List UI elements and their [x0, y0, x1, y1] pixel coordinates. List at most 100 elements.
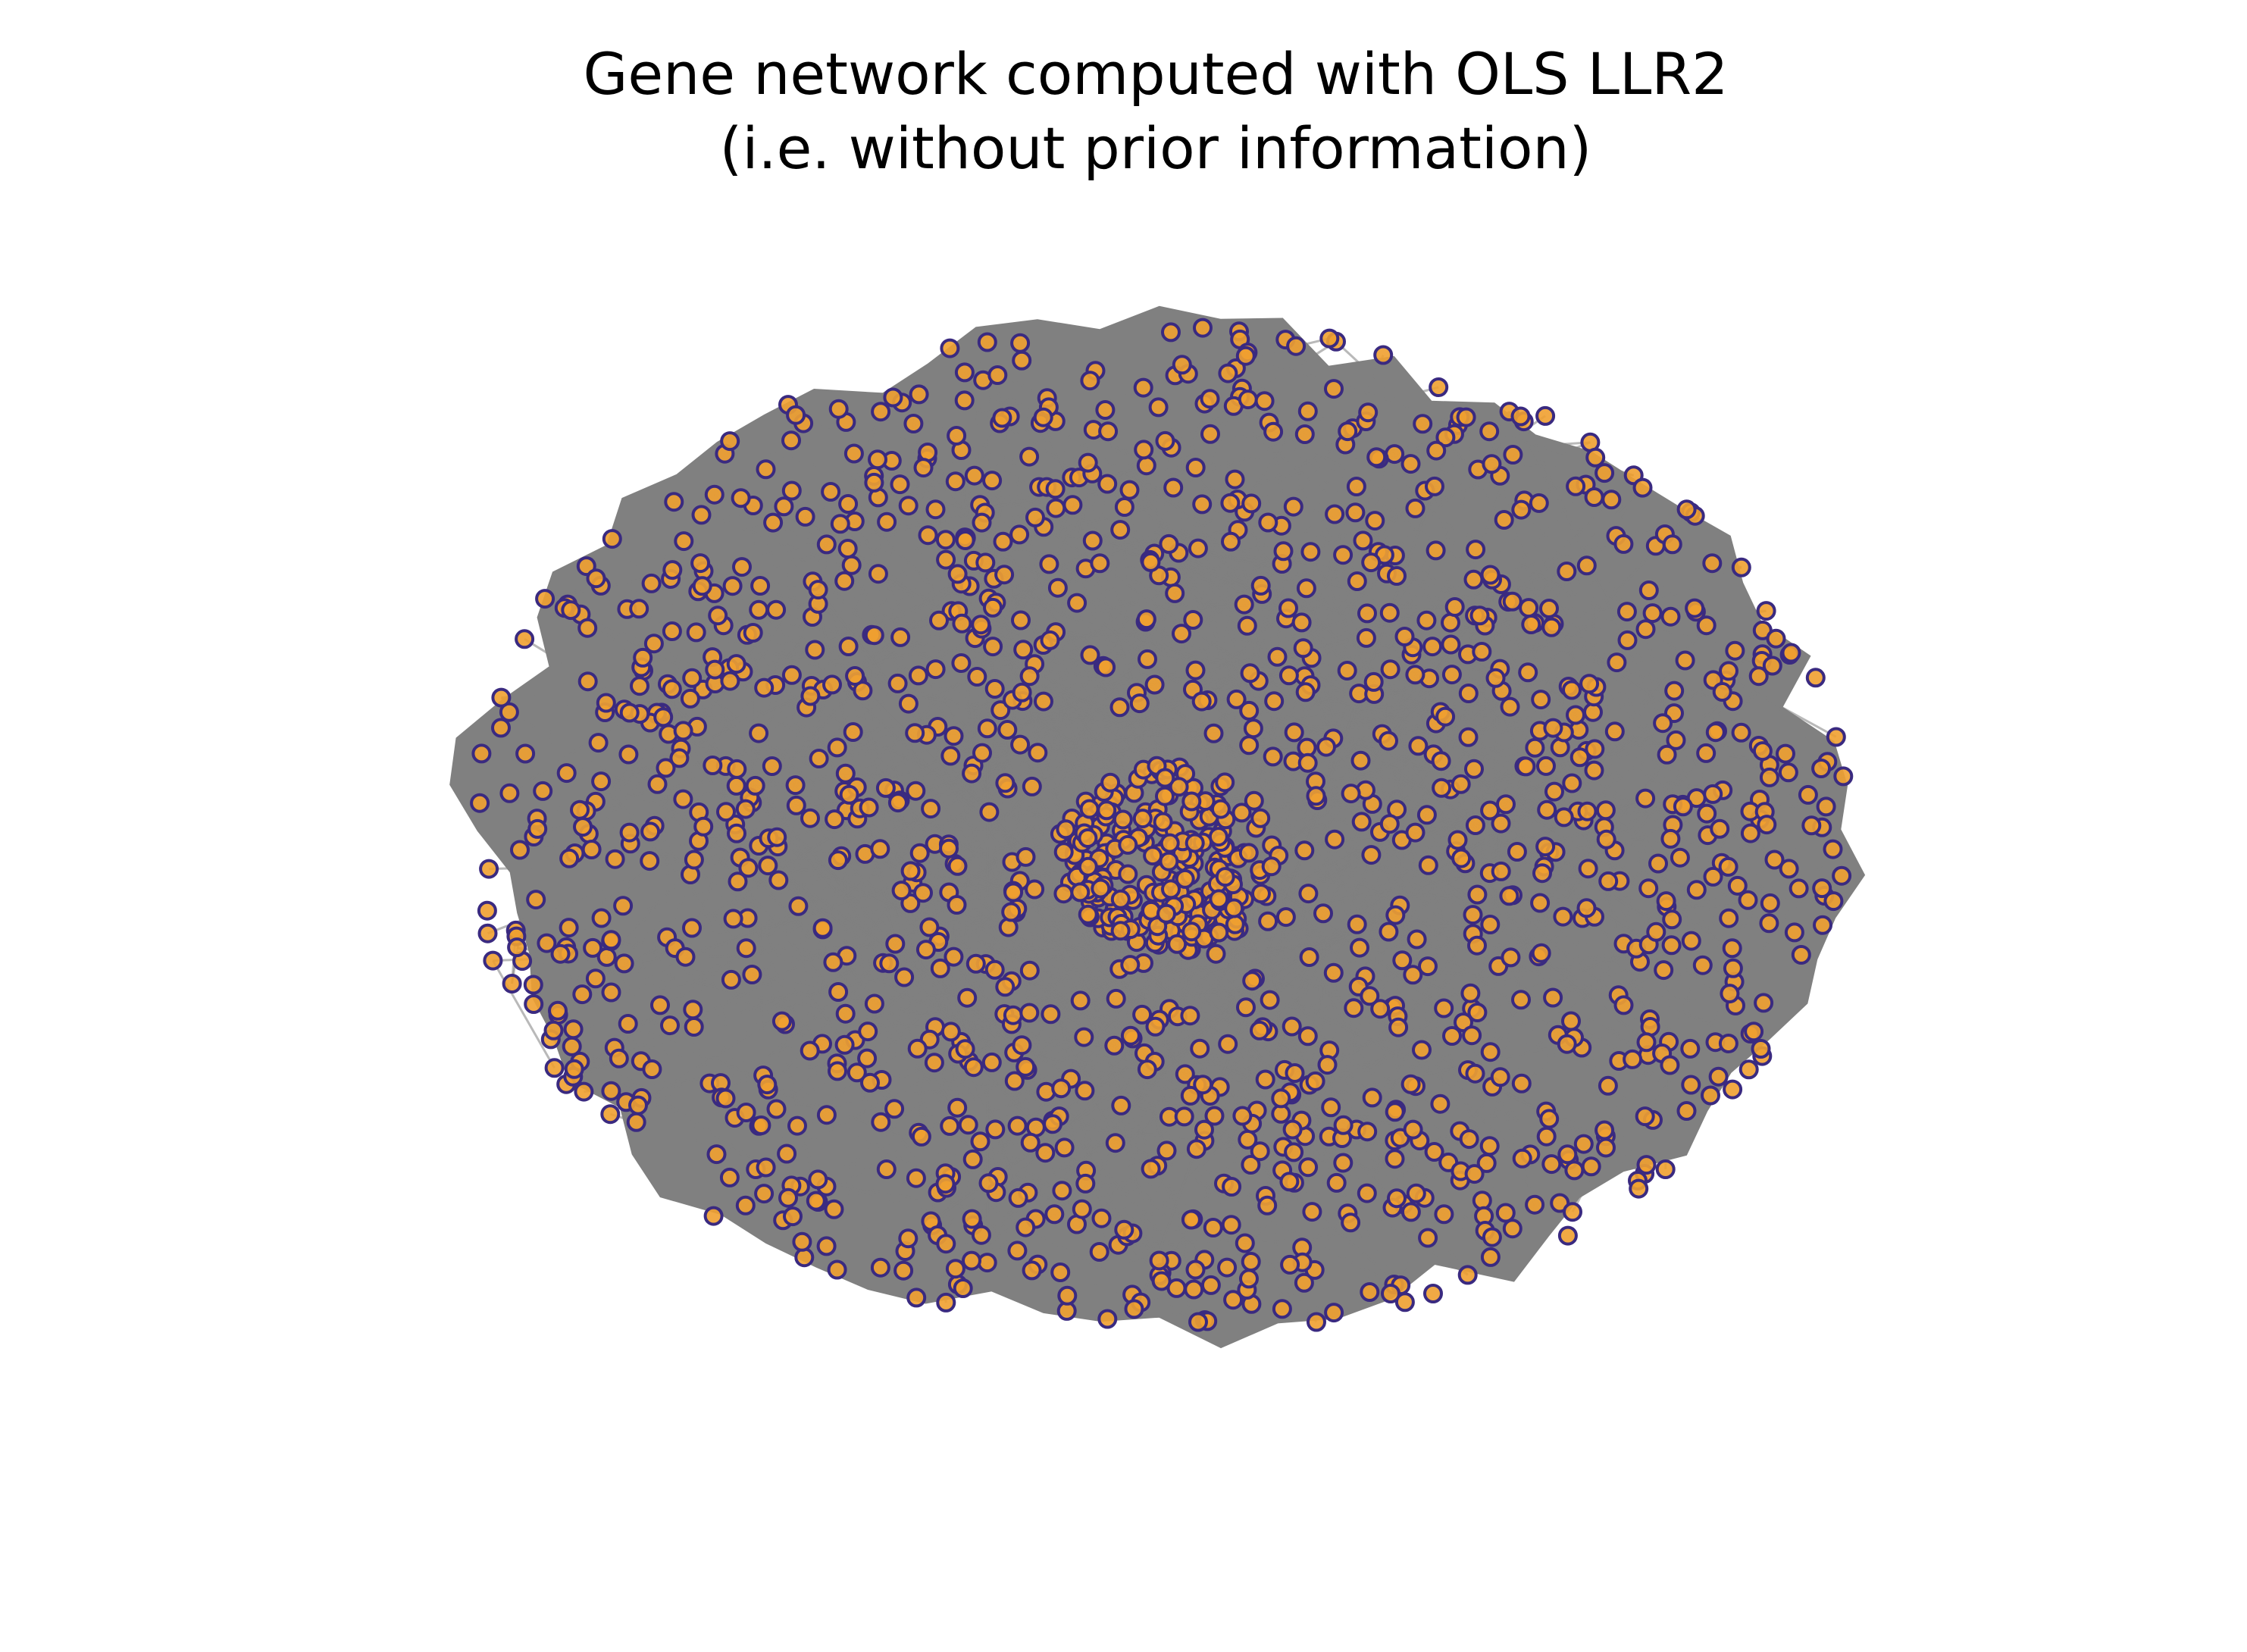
gene-node: [735, 799, 756, 819]
gene-node: [1215, 772, 1235, 793]
gene-node: [1418, 956, 1438, 977]
gene-node: [898, 1228, 919, 1249]
gene-edge: [1202, 327, 1742, 569]
gene-node: [792, 1231, 812, 1252]
gene-node: [1105, 1133, 1125, 1153]
gene-node: [692, 576, 712, 596]
gene-node: [890, 627, 911, 647]
gene-node: [1111, 1095, 1131, 1115]
gene-node: [1250, 575, 1271, 596]
gene-node: [577, 671, 598, 692]
gene-node: [787, 1115, 807, 1136]
gene-node: [1110, 889, 1131, 909]
gene-node: [1426, 440, 1447, 461]
gene-node: [1296, 578, 1316, 599]
gene-node: [1696, 743, 1717, 763]
gene-edge: [1474, 431, 1491, 1074]
gene-node: [1159, 851, 1179, 871]
gene-node: [945, 471, 965, 492]
gene-node: [1185, 458, 1206, 477]
gene-node: [1564, 1160, 1585, 1181]
gene-edge: [984, 962, 1469, 1276]
gene-node: [736, 938, 756, 959]
gene-node: [1186, 1139, 1206, 1159]
gene-node: [1576, 898, 1597, 918]
gene-node: [1441, 634, 1461, 655]
gene-node: [868, 449, 887, 470]
gene-node: [1225, 469, 1245, 490]
gene-node: [962, 1250, 981, 1271]
gene-node: [1613, 995, 1634, 1015]
gene-node: [591, 908, 612, 928]
gene-node: [1095, 400, 1116, 420]
gene-node: [883, 387, 903, 408]
gene-node: [1113, 809, 1133, 830]
gene-node: [735, 1195, 756, 1216]
gene-node: [1120, 955, 1141, 975]
gene-node: [1056, 819, 1076, 840]
gene-node: [1554, 807, 1574, 828]
gene-node: [1039, 554, 1059, 574]
gene-node: [1676, 499, 1697, 520]
gene-node: [1263, 746, 1283, 767]
gene-node: [1604, 721, 1625, 742]
gene-node: [1302, 1202, 1322, 1222]
gene-node: [1010, 734, 1031, 755]
gene-node: [884, 1099, 905, 1119]
gene-node: [1079, 799, 1100, 819]
gene-node: [1145, 1016, 1166, 1037]
gene-node: [1333, 545, 1354, 565]
gene-edge: [893, 1109, 918, 1298]
gene-node: [955, 530, 975, 550]
gene-edge: [778, 879, 1023, 1047]
gene-node: [1078, 856, 1098, 877]
gene-node: [945, 1259, 965, 1279]
gene-node: [971, 615, 991, 635]
gene-node: [1557, 1034, 1577, 1054]
gene-node: [1480, 1042, 1501, 1062]
gene-node: [1388, 1017, 1409, 1037]
gene-node: [1681, 931, 1701, 951]
gene-node: [967, 667, 987, 687]
gene-node: [1144, 674, 1165, 695]
gene-node: [1563, 1202, 1582, 1222]
gene-node: [703, 756, 723, 775]
gene-node: [800, 686, 821, 706]
gene-node: [1681, 1075, 1701, 1095]
gene-node: [1255, 1069, 1275, 1090]
gene-node: [834, 1034, 855, 1055]
gene-node: [1035, 1143, 1056, 1163]
gene-node: [1502, 591, 1523, 612]
gene-node: [1286, 336, 1307, 356]
gene-node: [1400, 1074, 1421, 1094]
gene-node: [1098, 421, 1119, 442]
gene-node: [1403, 1119, 1423, 1140]
gene-node: [1656, 891, 1676, 912]
gene-node: [1210, 799, 1231, 819]
gene-node: [477, 900, 497, 921]
gene-node: [1181, 1209, 1201, 1230]
gene-node: [1183, 610, 1203, 630]
gene-node: [795, 506, 815, 527]
gene-node: [1047, 577, 1068, 598]
gene-node: [1282, 1016, 1302, 1037]
gene-node: [1188, 538, 1208, 558]
gene-node: [742, 965, 762, 984]
gene-node: [1598, 871, 1619, 891]
gene-edge: [739, 856, 981, 1143]
gene-node: [921, 799, 941, 819]
gene-node: [977, 332, 997, 352]
gene-node: [1430, 1094, 1451, 1114]
gene-node: [630, 676, 649, 696]
gene-node: [958, 1115, 978, 1135]
gene-node: [1003, 882, 1024, 903]
gene-edge: [509, 711, 1252, 1166]
gene-node: [1001, 902, 1022, 922]
gene-node: [1175, 1064, 1195, 1084]
gene-node: [1184, 1279, 1204, 1300]
gene-node: [1525, 1194, 1545, 1215]
gene-node: [1267, 646, 1288, 667]
gene-node: [1811, 759, 1832, 778]
gene-edge: [873, 481, 1692, 942]
gene-edge: [697, 590, 1651, 1028]
